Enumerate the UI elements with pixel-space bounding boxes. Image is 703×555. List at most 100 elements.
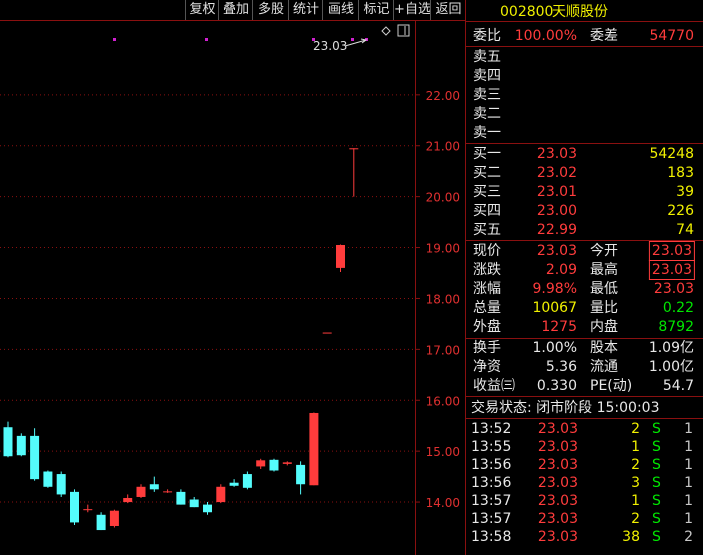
quote-label: 最高 xyxy=(590,262,618,278)
tick-volume: 2 xyxy=(631,511,640,527)
candle-body xyxy=(322,332,332,334)
quote-label: 今开 xyxy=(590,243,618,259)
buy-price: 23.00 xyxy=(536,203,577,219)
marker-dot xyxy=(312,38,315,41)
finance-value: 1.00亿 xyxy=(648,359,694,375)
tick-side: S xyxy=(652,529,661,545)
tick-side: S xyxy=(652,421,661,437)
candle-body xyxy=(309,412,319,486)
toolbar-button[interactable]: 多股 xyxy=(252,0,289,20)
buy-price: 23.02 xyxy=(536,165,577,181)
candle-body xyxy=(70,491,79,523)
candle-body xyxy=(56,474,66,495)
finance-value: 54.7 xyxy=(662,378,694,394)
candle-body xyxy=(16,435,26,456)
candle-body xyxy=(149,484,159,490)
tick-price: 23.03 xyxy=(537,529,578,545)
candle-body xyxy=(163,491,173,493)
quote-value: 23.03 xyxy=(653,281,694,297)
buy-label: 买四 xyxy=(473,203,501,219)
finance-value: 1.00% xyxy=(532,340,577,356)
finance-label: 净资 xyxy=(473,359,501,375)
y-tick-label: 16.00 xyxy=(426,394,460,408)
candle-body xyxy=(83,509,93,511)
candle-body xyxy=(136,486,146,497)
tick-volume: 2 xyxy=(631,457,640,473)
finance-label: 收益㈢ xyxy=(473,378,515,394)
quote-label: 最低 xyxy=(590,281,618,297)
quote-value: 1275 xyxy=(541,319,577,335)
candle-body xyxy=(203,504,212,513)
quote-value: 2.09 xyxy=(545,262,577,278)
toolbar-button[interactable]: 叠加 xyxy=(218,0,253,20)
sell-label: 卖三 xyxy=(473,87,501,103)
toolbar-button[interactable]: 复权 xyxy=(185,0,219,20)
tick-price: 23.03 xyxy=(537,439,578,455)
toolbar-button[interactable]: +自选 xyxy=(393,0,431,20)
quote-value: 8792 xyxy=(658,319,694,335)
buy-label: 买三 xyxy=(473,184,501,200)
tick-side: S xyxy=(652,457,661,473)
separator xyxy=(466,46,703,47)
tick-price: 23.03 xyxy=(537,457,578,473)
ratio-value: 100.00% xyxy=(514,28,577,44)
candle-body xyxy=(336,244,345,268)
tick-count: 1 xyxy=(684,511,693,527)
buy-label: 买五 xyxy=(473,222,501,238)
tick-side: S xyxy=(652,493,661,509)
candle-body xyxy=(349,148,359,150)
candle-body xyxy=(282,462,292,464)
tick-price: 23.03 xyxy=(537,511,578,527)
quote-value: 23.03 xyxy=(648,260,696,280)
quote-label: 外盘 xyxy=(473,319,501,335)
candle-body xyxy=(96,514,106,531)
box-icon[interactable] xyxy=(397,24,410,37)
candle-body xyxy=(176,491,186,505)
candle-body xyxy=(269,459,279,471)
tick-count: 1 xyxy=(684,439,693,455)
candle-body xyxy=(123,497,133,503)
separator xyxy=(466,240,703,241)
kline-chart: 23.03 14.00 15.00 16.00 17.00 18.00 19.00 20.0… xyxy=(0,0,466,555)
toolbar-button[interactable]: 返回 xyxy=(430,0,466,20)
tick-time: 13:56 xyxy=(471,457,512,473)
y-tick-label: 17.00 xyxy=(426,343,460,357)
tick-price: 23.03 xyxy=(537,421,578,437)
separator xyxy=(466,396,703,397)
marker-dot xyxy=(351,38,354,41)
tick-time: 13:55 xyxy=(471,439,512,455)
toolbar-button[interactable]: 标记 xyxy=(358,0,394,20)
tick-volume: 1 xyxy=(631,493,640,509)
quote-label: 内盘 xyxy=(590,319,618,335)
quote-label: 总量 xyxy=(473,300,501,316)
buy-label: 买二 xyxy=(473,165,501,181)
marker-dot xyxy=(113,38,116,41)
toolbar-button[interactable]: 统计 xyxy=(288,0,323,20)
y-tick-label: 18.00 xyxy=(426,292,460,306)
tick-volume: 2 xyxy=(631,421,640,437)
candle-body xyxy=(3,427,13,457)
y-tick-label: 22.00 xyxy=(426,89,460,103)
buy-volume: 39 xyxy=(676,184,694,200)
diamond-icon[interactable] xyxy=(381,26,391,36)
finance-label: 换手 xyxy=(473,340,501,356)
tick-time: 13:56 xyxy=(471,475,512,491)
toolbar-button[interactable]: 画线 xyxy=(322,0,359,20)
quote-value: 9.98% xyxy=(532,281,577,297)
tick-volume: 1 xyxy=(631,439,640,455)
buy-volume: 183 xyxy=(667,165,694,181)
tick-count: 2 xyxy=(684,529,693,545)
tick-count: 1 xyxy=(684,493,693,509)
candle-body xyxy=(229,482,239,486)
ratio-value: 54770 xyxy=(649,28,694,44)
finance-label: PE(动) xyxy=(590,378,633,394)
tick-price: 23.03 xyxy=(537,493,578,509)
tick-side: S xyxy=(652,439,661,455)
buy-price: 22.99 xyxy=(536,222,577,238)
y-tick-label: 19.00 xyxy=(426,242,460,256)
separator xyxy=(466,418,703,419)
quote-value: 23.03 xyxy=(536,243,577,259)
candle-body xyxy=(109,510,119,526)
stock-code: 002800 xyxy=(500,4,554,20)
